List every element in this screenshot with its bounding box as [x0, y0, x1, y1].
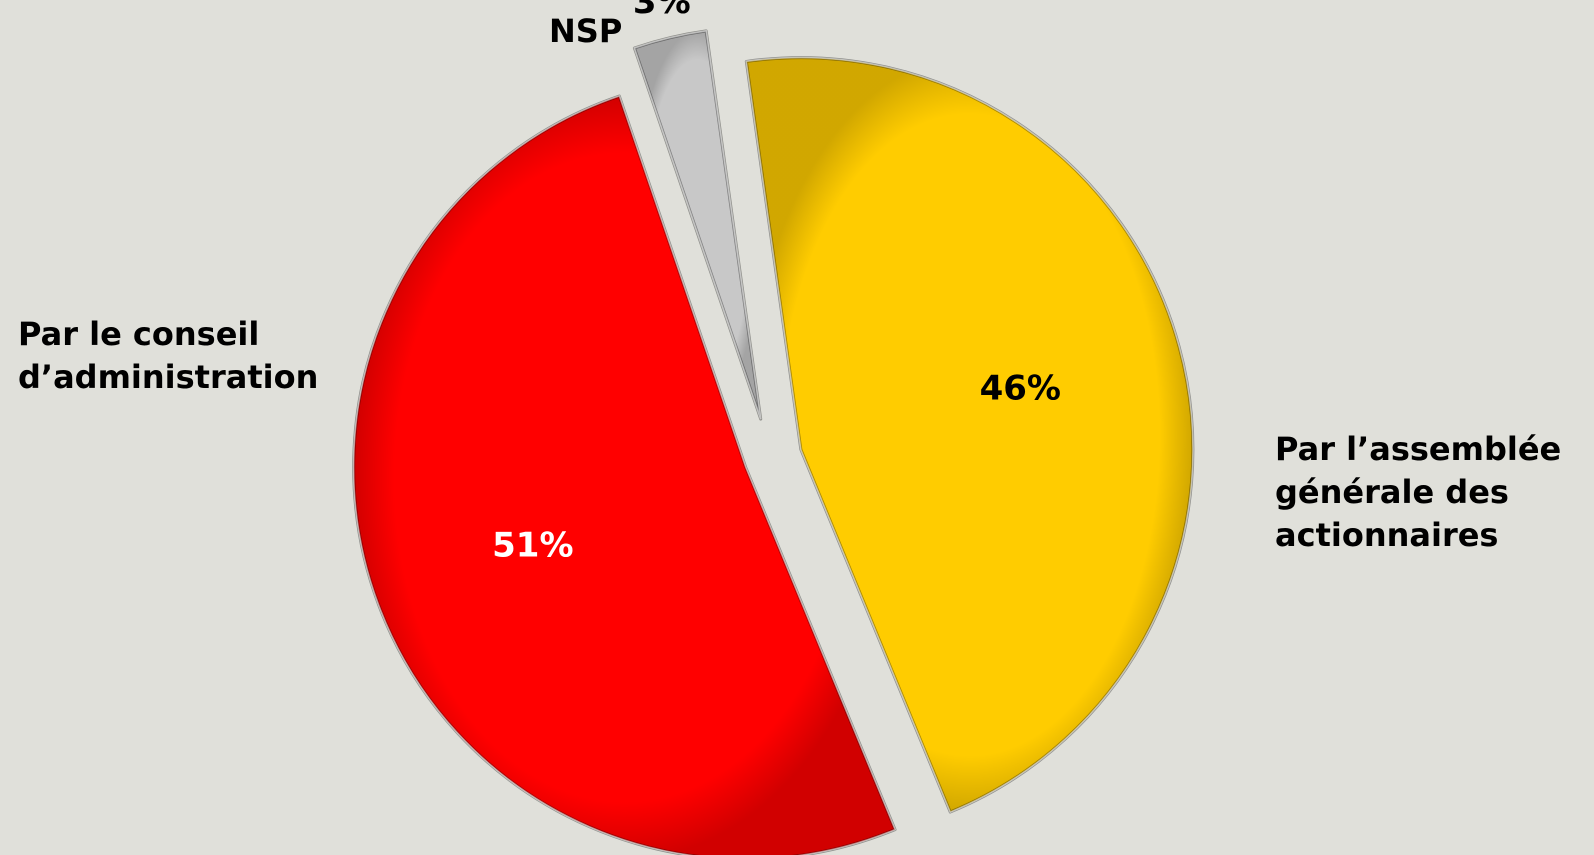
category-label: Par l’assemblée générale des actionnaire…	[1275, 430, 1562, 554]
slice-shade	[745, 56, 1194, 814]
value-label: 46%	[980, 368, 1061, 408]
value-label: 51%	[492, 526, 573, 566]
category-label: Par le conseil d’administration	[18, 315, 319, 396]
value-label: 3%	[633, 0, 691, 22]
category-label: NSP	[549, 12, 623, 50]
slice-shade	[633, 30, 762, 420]
slice-shade	[352, 95, 897, 855]
